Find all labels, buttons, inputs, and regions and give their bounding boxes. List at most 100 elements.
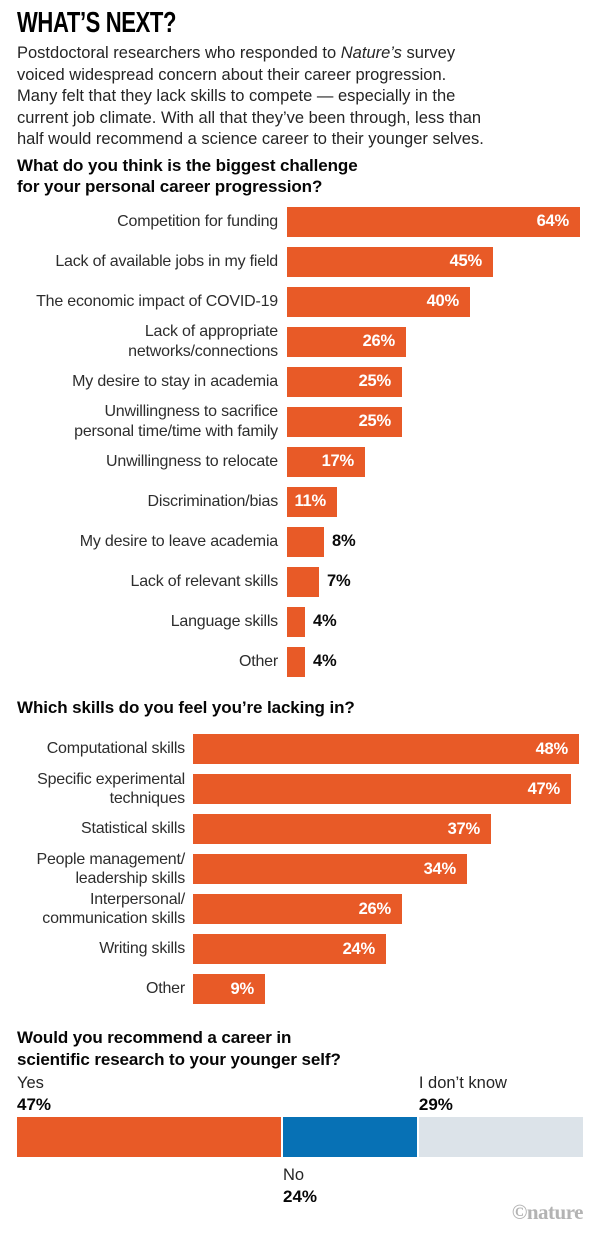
bar-row: Discrimination/bias 11%	[17, 482, 583, 522]
stacked-top-labels: Yes 47% I don’t know 29%	[17, 1072, 583, 1116]
category-label: People management/ leadership skills	[36, 850, 185, 888]
value-label: 11%	[294, 492, 326, 510]
segment-label-no: No 24%	[283, 1166, 318, 1206]
bar: 17%	[287, 446, 365, 477]
bar: 9%	[193, 974, 265, 1004]
bar-row: Other 9%	[17, 969, 583, 1009]
value-label: 7%	[327, 572, 351, 590]
bar-row: The economic impact of COVID-19 40%	[17, 282, 583, 322]
bar: 24%	[193, 934, 386, 964]
bar: 25%	[287, 366, 402, 397]
bar-row: Lack of relevant skills 7%	[17, 562, 583, 602]
bar	[287, 646, 305, 677]
intro-line: Many felt that they lack skills to compe…	[17, 87, 456, 105]
bar-track: 7%	[287, 566, 583, 597]
bar: 40%	[287, 286, 470, 317]
category-label: Statistical skills	[81, 820, 185, 838]
bar-chart-challenges: Competition for funding 64% Lack of availa…	[17, 202, 583, 682]
category-label: The economic impact of COVID-19	[36, 292, 278, 310]
category-label: Language skills	[170, 612, 279, 630]
category-label: Competition for funding	[117, 212, 278, 230]
bar: 26%	[193, 894, 402, 924]
chart-question-challenges: What do you think is the biggest challen…	[17, 155, 358, 197]
category-label: Other	[145, 980, 185, 998]
bar-row: Lack of available jobs in my field 45%	[17, 242, 583, 282]
bar-track: 9%	[193, 974, 583, 1004]
bar-row: My desire to leave academia 8%	[17, 522, 583, 562]
bar-track: 40%	[287, 286, 583, 317]
category-label: Specific experimental techniques	[37, 770, 185, 808]
segment-label-i-don-t-know: I don’t know 29%	[418, 1074, 507, 1114]
category-label: My desire to stay in academia	[72, 372, 278, 390]
bar: 26%	[287, 326, 406, 357]
value-label: 48%	[535, 739, 569, 758]
intro-line: Postdoctoral researchers who responded t…	[17, 44, 456, 62]
bar-row: Other 4%	[17, 642, 583, 682]
segment-i-don-t-know	[418, 1117, 583, 1157]
bar	[287, 606, 305, 637]
bar-track: 26%	[193, 894, 583, 924]
bar-track: 17%	[287, 446, 583, 477]
category-label: Lack of relevant skills	[130, 572, 279, 590]
value-label: 4%	[313, 612, 337, 630]
bar-track: 25%	[287, 366, 583, 397]
value-label: 8%	[332, 532, 356, 550]
bar-row: My desire to stay in academia 25%	[17, 362, 583, 402]
bar-row: Computational skills 48%	[17, 729, 583, 769]
bar-row: Language skills 4%	[17, 602, 583, 642]
category-label: Unwillingness to relocate	[106, 452, 278, 470]
value-label: 37%	[447, 819, 481, 838]
bar-track: 4%	[287, 646, 583, 677]
category-label: Lack of appropriate networks/connections	[128, 323, 278, 360]
bar: 47%	[193, 774, 571, 804]
bar-track: 25%	[287, 406, 583, 437]
value-label: 40%	[426, 292, 460, 310]
bar-row: Competition for funding 64%	[17, 202, 583, 242]
segment-yes	[17, 1117, 284, 1157]
bar-row: Unwillingness to relocate 17%	[17, 442, 583, 482]
bar-track: 24%	[193, 934, 583, 964]
bar-track: 37%	[193, 814, 583, 844]
value-label: 64%	[536, 212, 570, 230]
bar	[287, 566, 319, 597]
intro-line: voiced widespread concern about their ca…	[17, 65, 447, 84]
intro-line: current job climate. With all that they’…	[17, 108, 482, 127]
bar: 25%	[287, 406, 402, 437]
category-label: My desire to leave academia	[79, 532, 278, 550]
category-label: Lack of available jobs in my field	[55, 252, 278, 270]
category-label: Unwillingness to sacrifice personal time…	[74, 403, 278, 440]
stacked-bar-recommendation	[17, 1117, 583, 1157]
bar: 34%	[193, 854, 467, 884]
bar-track: 4%	[287, 606, 583, 637]
bar-track: 48%	[193, 734, 583, 764]
bar: 11%	[287, 486, 337, 517]
bar-row: Specific experimental techniques 47%	[17, 769, 583, 809]
category-label: Interpersonal/ communication skills	[42, 890, 185, 928]
bar-track: 34%	[193, 854, 583, 884]
bar-chart-skills: Computational skills 48% Specific experime…	[17, 729, 583, 1009]
value-label: 9%	[230, 979, 255, 998]
value-label: 26%	[362, 332, 396, 350]
bar: 48%	[193, 734, 579, 764]
section-challenges: What do you think is the biggest challen…	[17, 155, 583, 682]
category-label: Computational skills	[46, 740, 185, 758]
bar-track: 47%	[193, 774, 583, 804]
bar-row: Statistical skills 37%	[17, 809, 583, 849]
bar-row: People management/ leadership skills 34%	[17, 849, 583, 889]
bar-row: Unwillingness to sacrifice personal time…	[17, 402, 583, 442]
bar-track: 26%	[287, 326, 583, 357]
bar: 37%	[193, 814, 491, 844]
chart-question-skills: Which skills do you feel you’re lacking …	[17, 697, 355, 717]
bar-track: 11%	[287, 486, 583, 517]
intro-line: half would recommend a science career to…	[17, 130, 484, 148]
bar-track: 8%	[287, 526, 583, 557]
category-label: Discrimination/bias	[147, 492, 279, 510]
stacked-bottom-labels: No 24%	[17, 1164, 583, 1210]
value-label: 26%	[358, 899, 392, 918]
bar: 45%	[287, 246, 493, 277]
nature-credit: ©nature	[511, 1200, 584, 1224]
value-label: 45%	[449, 252, 483, 270]
bar-row: Writing skills 24%	[17, 929, 583, 969]
value-label: 4%	[313, 652, 337, 670]
